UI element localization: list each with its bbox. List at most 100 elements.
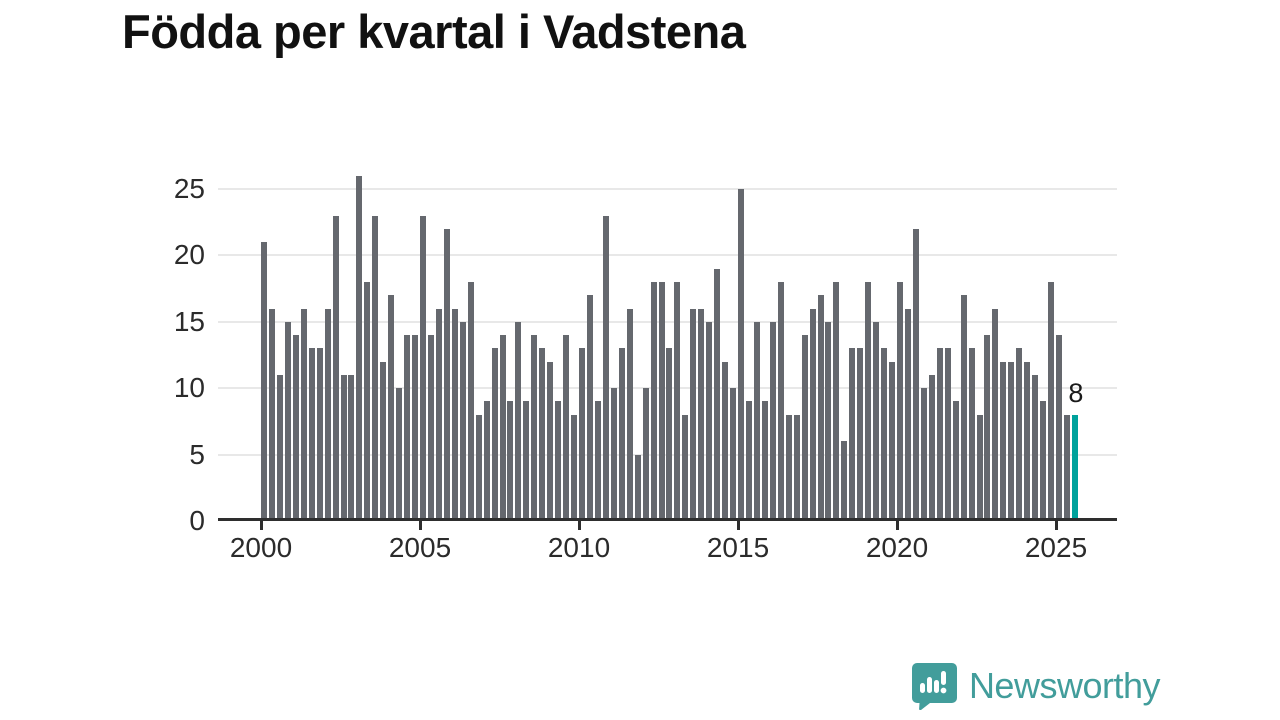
bar-2003Q3 [372, 215, 379, 521]
bar-2018Q1 [833, 281, 840, 521]
chart-title: Födda per kvartal i Vadstena [122, 5, 746, 58]
bar-2017Q2 [809, 308, 816, 521]
x-axis-tick-label: 2000 [229, 532, 293, 563]
bar-2016Q4 [793, 414, 800, 521]
x-axis-tick [419, 521, 422, 530]
bar-2024Q4 [1048, 281, 1055, 521]
bar-2010Q3 [594, 401, 601, 521]
bar-2025Q2 [1063, 414, 1070, 521]
bar-2004Q1 [388, 295, 395, 521]
bar-2009Q2 [555, 401, 562, 521]
bar-2005Q1 [420, 215, 426, 521]
bar-2019Q3 [881, 348, 888, 521]
bar-2008Q1 [515, 321, 522, 521]
bar-2012Q3 [658, 281, 665, 521]
bar-2003Q4 [380, 361, 387, 521]
bar-2015Q3 [753, 321, 760, 521]
bar-2020Q4 [920, 388, 927, 521]
x-axis-tick [1055, 521, 1058, 530]
x-axis-tick [896, 521, 899, 530]
bar-2023Q2 [1000, 361, 1007, 521]
bar-2020Q3 [912, 228, 919, 521]
bar-2000Q2 [268, 308, 275, 521]
bar-2016Q3 [785, 414, 792, 521]
bar-2015Q1 [738, 189, 744, 521]
y-gridline [218, 320, 1117, 323]
bar-2024Q1 [1024, 361, 1031, 521]
bar-2011Q1 [610, 388, 617, 521]
bar-2001Q1 [292, 335, 299, 521]
bar-2008Q4 [539, 348, 546, 521]
bar-2003Q1 [356, 175, 363, 521]
newsworthy-logo-icon [911, 661, 958, 711]
bar-2009Q4 [571, 414, 578, 521]
bar-2001Q4 [316, 348, 323, 521]
bar-2021Q1 [928, 374, 935, 521]
bar-2007Q3 [499, 335, 506, 521]
bar-2011Q2 [618, 348, 625, 521]
bar-2012Q1 [642, 388, 649, 521]
bar-2010Q2 [586, 295, 593, 521]
x-axis-tick [578, 521, 581, 530]
bar-2003Q2 [364, 281, 371, 521]
bar-2005Q2 [427, 335, 434, 521]
brand-name: Newsworthy [968, 664, 1161, 706]
bar-2000Q1 [261, 242, 267, 521]
bar-2002Q2 [332, 215, 339, 521]
bar-2009Q3 [563, 335, 570, 521]
bar-2007Q4 [507, 401, 514, 521]
bar-2024Q2 [1032, 374, 1039, 521]
x-axis-tick [737, 521, 740, 530]
bar-2025Q1 [1056, 335, 1062, 521]
bar-2018Q3 [849, 348, 856, 521]
bar-2021Q4 [952, 401, 959, 521]
x-axis-line [218, 518, 1117, 521]
bar-2002Q1 [324, 308, 331, 521]
bar-2010Q1 [579, 348, 585, 521]
bar-2004Q2 [396, 388, 403, 521]
bar-2004Q4 [412, 335, 419, 521]
bar-2012Q2 [650, 281, 657, 521]
bar-2023Q1 [992, 308, 999, 521]
bar-2022Q3 [976, 414, 983, 521]
bar-2013Q3 [690, 308, 697, 521]
bar-2021Q2 [936, 348, 943, 521]
x-axis-tick [260, 521, 263, 530]
bar-2005Q3 [435, 308, 442, 521]
bar-2017Q3 [817, 295, 824, 521]
bar-2019Q4 [889, 361, 896, 521]
bar-2019Q2 [873, 321, 880, 521]
bar-2004Q3 [404, 335, 411, 521]
bar-2010Q4 [602, 215, 609, 521]
x-axis-tick-label: 2025 [1024, 532, 1088, 563]
bar-2014Q2 [714, 268, 721, 521]
bar-2015Q2 [745, 401, 752, 521]
bar-2023Q4 [1016, 348, 1023, 521]
bar-2024Q3 [1040, 401, 1047, 521]
y-gridline [218, 254, 1117, 257]
bar-2022Q2 [968, 348, 975, 521]
bar-2006Q2 [459, 321, 466, 521]
y-axis-tick-label: 5 [189, 438, 205, 470]
bar-2002Q3 [340, 374, 347, 521]
highlighted-bar-2025Q3 [1071, 414, 1078, 521]
bar-2008Q2 [523, 401, 530, 521]
bar-2009Q1 [547, 361, 554, 521]
bar-2006Q4 [475, 414, 482, 521]
bar-2013Q1 [674, 281, 681, 521]
bar-2017Q1 [801, 335, 808, 521]
bar-2006Q1 [451, 308, 458, 521]
bar-2020Q2 [904, 308, 911, 521]
brand-footer: Newsworthy [911, 661, 1161, 711]
bar-2013Q4 [698, 308, 705, 521]
bar-2005Q4 [443, 228, 450, 521]
bar-2018Q4 [857, 348, 864, 521]
bar-2008Q3 [531, 335, 538, 521]
x-axis-tick-label: 2005 [388, 532, 452, 563]
bar-2022Q1 [960, 295, 967, 521]
bar-2014Q1 [706, 321, 713, 521]
bar-2019Q1 [865, 281, 872, 521]
bar-2007Q2 [491, 348, 498, 521]
bar-2011Q4 [634, 454, 641, 521]
